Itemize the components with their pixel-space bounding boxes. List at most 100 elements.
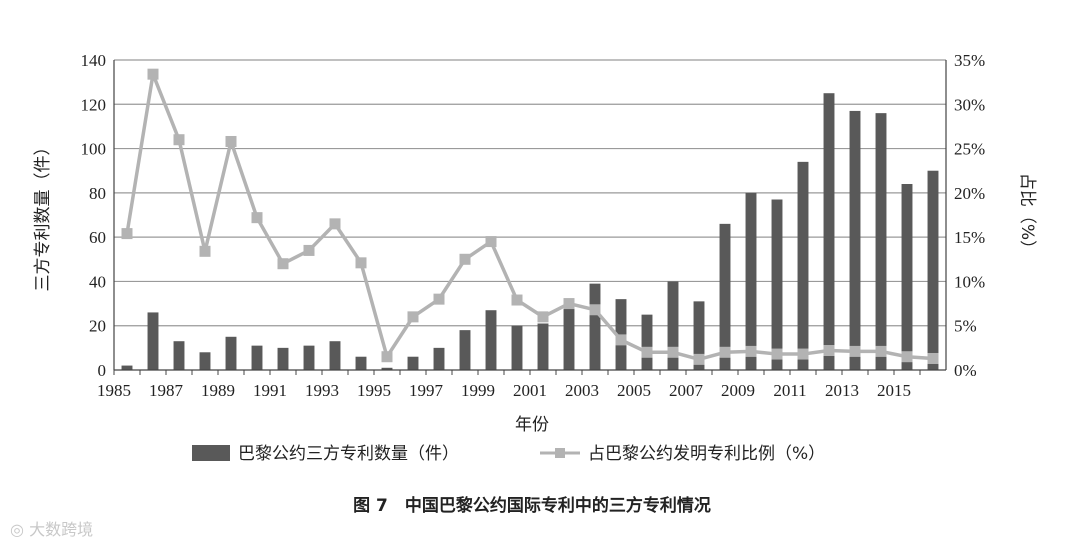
- bar: [355, 356, 367, 370]
- line-point: [537, 311, 549, 323]
- bar: [511, 325, 523, 370]
- line-point: [589, 304, 601, 316]
- bar: [667, 281, 679, 370]
- line-point: [173, 134, 185, 146]
- bar: [797, 161, 809, 370]
- x-tick-label: 1989: [201, 381, 235, 400]
- line-point: [641, 346, 653, 358]
- bar: [537, 323, 549, 370]
- legend-line-marker: [555, 448, 565, 458]
- line-point: [667, 346, 679, 358]
- y-left-tick-label: 60: [89, 228, 106, 247]
- line-point: [745, 345, 757, 357]
- line-point: [927, 352, 939, 364]
- x-tick-label: 2015: [877, 381, 911, 400]
- line-point: [875, 345, 887, 357]
- line-point: [823, 345, 835, 357]
- line-point: [225, 135, 237, 147]
- line-point: [251, 212, 263, 224]
- line-point: [849, 345, 861, 357]
- legend-bar-swatch: [192, 445, 230, 461]
- bar: [433, 347, 445, 370]
- bar: [641, 314, 653, 370]
- bar: [927, 170, 939, 370]
- line-point: [199, 245, 211, 257]
- tick-labels: 0 0% 20 5% 40 10% 60 15% 80 20% 100 25% 120 30% 140 35%…: [81, 51, 986, 400]
- line-point: [147, 68, 159, 80]
- bar: [901, 184, 913, 370]
- y-left-tick-label: 140: [81, 51, 107, 70]
- line-point: [615, 334, 627, 346]
- line-point: [407, 311, 419, 323]
- x-tick-label: 1993: [305, 381, 339, 400]
- x-tick-label: 1987: [149, 381, 184, 400]
- bar: [225, 336, 237, 370]
- line-point: [485, 236, 497, 248]
- y-right-tick-label: 10%: [954, 272, 985, 291]
- watermark: ◎ 大数跨境: [10, 516, 93, 540]
- bar: [173, 341, 185, 370]
- y-left-tick-label: 0: [98, 361, 107, 380]
- bar: [459, 330, 471, 370]
- bar: [303, 345, 315, 370]
- line-point: [511, 294, 523, 306]
- line-point: [355, 257, 367, 269]
- x-tick-label: 2005: [617, 381, 651, 400]
- figure-caption: 图 7 中国巴黎公约国际专利中的三方专利情况: [353, 495, 711, 516]
- x-tick-label: 1999: [461, 381, 495, 400]
- legend: 巴黎公约三方专利数量（件） 占巴黎公约发明专利比例（%）: [192, 444, 825, 464]
- y-right-tick-label: 25%: [954, 140, 985, 159]
- y-left-tick-label: 120: [81, 95, 107, 114]
- y-axis-right-title: 占比（%）: [1017, 173, 1037, 257]
- line-point: [459, 253, 471, 265]
- legend-bar-label: 巴黎公约三方专利数量（件）: [238, 444, 459, 464]
- line-point: [303, 244, 315, 256]
- x-tick-label: 1997: [409, 381, 444, 400]
- y-axis-left-title: 三方专利数量（件）: [33, 139, 53, 292]
- bar-series: [121, 93, 939, 371]
- bar: [849, 110, 861, 370]
- bar: [381, 367, 393, 370]
- axes: [113, 60, 947, 375]
- bar: [823, 93, 835, 370]
- bar: [693, 301, 705, 370]
- y-right-tick-label: 35%: [954, 51, 985, 70]
- bar: [485, 310, 497, 370]
- bar: [589, 283, 601, 370]
- x-tick-label: 2009: [721, 381, 755, 400]
- watermark-logo-icon: ◎: [10, 520, 24, 539]
- bar: [251, 345, 263, 370]
- bar: [719, 223, 731, 370]
- line-point: [719, 346, 731, 358]
- x-tick-label: 2007: [669, 381, 704, 400]
- line-point: [329, 218, 341, 230]
- x-tick-label: 1991: [253, 381, 287, 400]
- x-tick-label: 2011: [773, 381, 806, 400]
- line-point: [277, 258, 289, 270]
- bar: [771, 199, 783, 370]
- bar: [407, 356, 419, 370]
- line-point: [433, 293, 445, 305]
- bar: [121, 365, 133, 370]
- y-left-tick-label: 80: [89, 184, 106, 203]
- line-point: [797, 348, 809, 360]
- bar: [875, 113, 887, 371]
- y-left-tick-label: 100: [81, 140, 107, 159]
- line-point: [563, 298, 575, 310]
- line-point: [381, 351, 393, 363]
- x-tick-label: 2013: [825, 381, 859, 400]
- line-point: [901, 351, 913, 363]
- x-tick-label: 1985: [97, 381, 131, 400]
- x-tick-label: 2003: [565, 381, 599, 400]
- y-left-tick-label: 20: [89, 317, 106, 336]
- y-right-tick-label: 20%: [954, 184, 985, 203]
- bar: [745, 192, 757, 370]
- y-right-tick-label: 5%: [954, 317, 977, 336]
- line-point: [121, 228, 133, 240]
- line-series: [121, 68, 939, 365]
- x-tick-label: 1995: [357, 381, 391, 400]
- gridlines: [114, 59, 946, 327]
- watermark-text: 大数跨境: [29, 520, 94, 539]
- x-axis-title: 年份: [515, 415, 549, 435]
